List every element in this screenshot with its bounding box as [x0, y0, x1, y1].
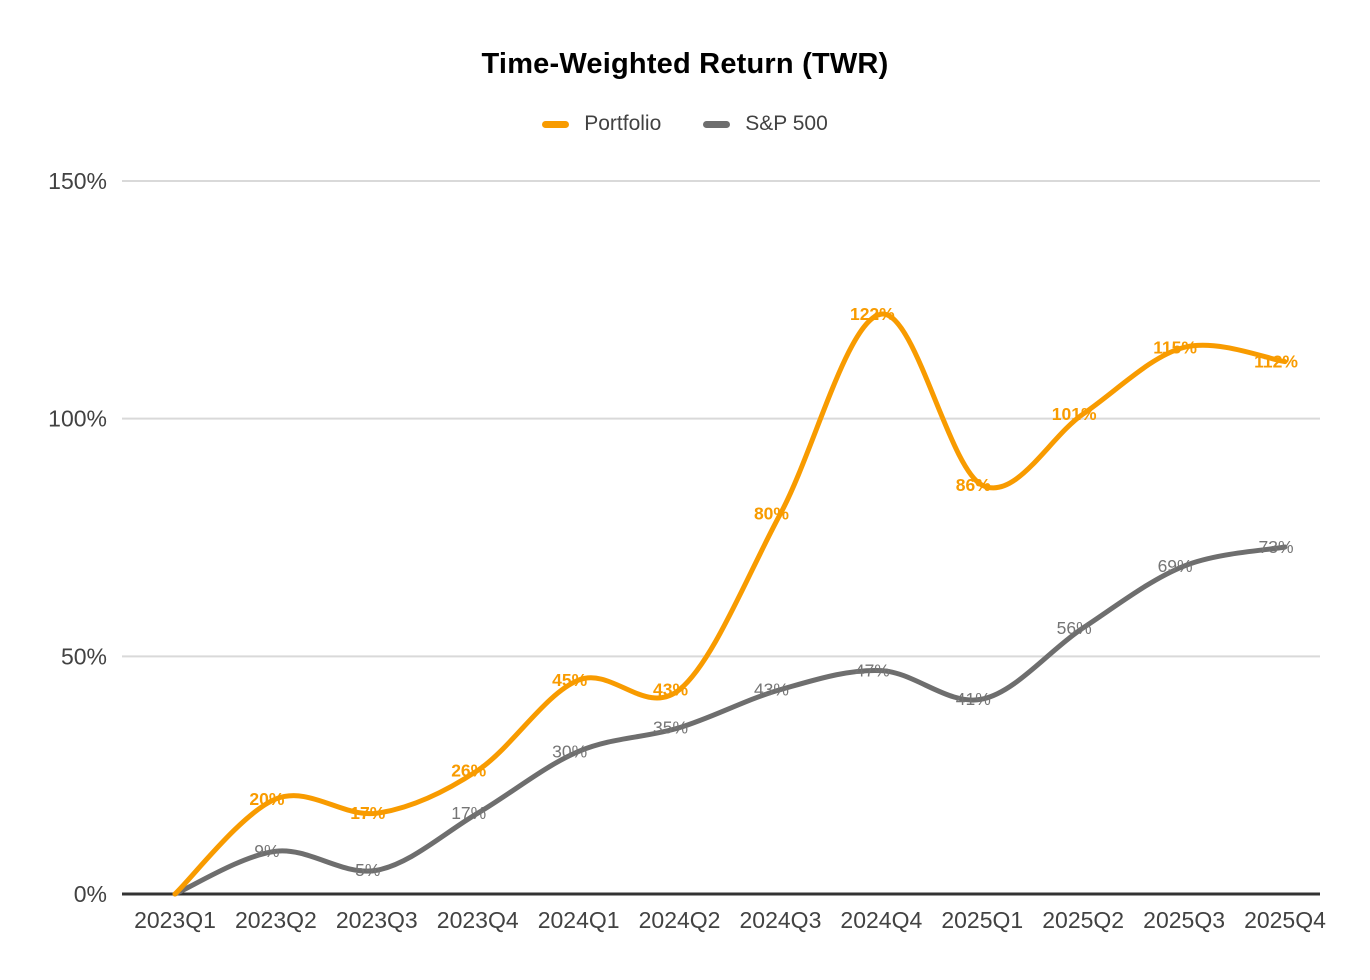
legend-item-sp500: S&P 500	[703, 112, 828, 136]
sp500-data-label: 5%	[355, 860, 380, 880]
x-axis-tick-label: 2025Q3	[1143, 907, 1225, 933]
sp500-data-label: 35%	[653, 718, 688, 738]
portfolio-data-label: 86%	[956, 475, 991, 495]
y-axis-tick-label: 100%	[48, 406, 107, 432]
portfolio-data-label: 112%	[1254, 352, 1298, 372]
y-axis-tick-label: 50%	[61, 643, 107, 669]
portfolio-data-label: 80%	[754, 504, 789, 524]
sp500-data-label: 30%	[552, 741, 587, 761]
y-axis-tick-label: 0%	[74, 881, 107, 907]
portfolio-data-label: 26%	[451, 760, 486, 780]
sp500-data-label: 73%	[1258, 537, 1293, 557]
portfolio-data-label: 20%	[249, 789, 284, 809]
x-axis-tick-label: 2024Q4	[840, 907, 922, 933]
sp500-line	[172, 544, 1288, 897]
x-axis-tick-label: 2024Q1	[538, 907, 620, 933]
x-axis-tick-label: 2025Q1	[941, 907, 1023, 933]
portfolio-data-label: 115%	[1153, 337, 1197, 357]
legend-label-portfolio: Portfolio	[584, 112, 662, 135]
x-axis-tick-label: 2023Q1	[134, 907, 216, 933]
sp500-data-label: 56%	[1057, 618, 1092, 638]
portfolio-data-label: 45%	[552, 670, 587, 690]
portfolio-data-label: 17%	[350, 803, 385, 823]
portfolio-data-label: 122%	[850, 304, 895, 324]
x-axis-tick-label: 2024Q2	[639, 907, 721, 933]
legend-item-portfolio: Portfolio	[542, 112, 661, 136]
x-axis-tick-label: 2025Q4	[1244, 907, 1326, 933]
x-axis-tick-label: 2024Q3	[740, 907, 822, 933]
portfolio-data-label: 43%	[653, 680, 688, 700]
sp500-data-label: 17%	[451, 803, 486, 823]
portfolio-series-swatch-icon	[542, 120, 570, 128]
sp500-data-label: 47%	[855, 661, 890, 681]
legend-label-sp500: S&P 500	[745, 112, 828, 135]
portfolio-data-label: 101%	[1052, 404, 1097, 424]
sp500-series-swatch-icon	[703, 120, 731, 128]
sp500-data-label: 43%	[754, 680, 789, 700]
x-axis-tick-label: 2023Q2	[235, 907, 317, 933]
chart-legend: Portfolio S&P 500	[0, 112, 1370, 136]
x-axis-tick-label: 2025Q2	[1042, 907, 1124, 933]
y-axis-tick-label: 150%	[48, 168, 107, 194]
sp500-data-label: 69%	[1158, 556, 1193, 576]
sp500-data-label: 9%	[254, 841, 279, 861]
x-axis-tick-label: 2023Q4	[437, 907, 519, 933]
sp500-data-label: 41%	[956, 689, 991, 709]
x-axis-tick-label: 2023Q3	[336, 907, 418, 933]
chart-title: Time-Weighted Return (TWR)	[481, 48, 889, 80]
portfolio-line	[172, 311, 1288, 897]
